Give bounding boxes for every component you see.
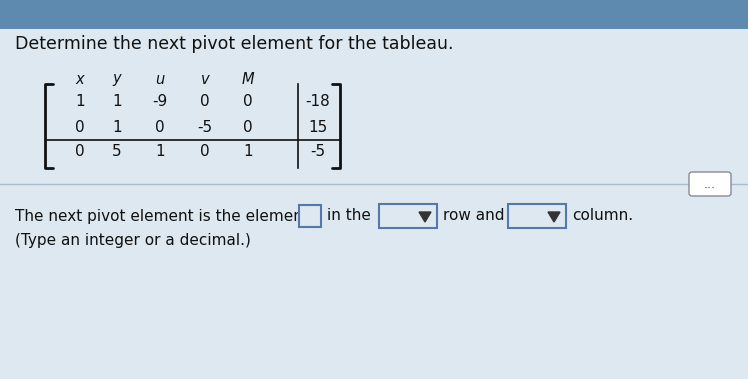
Text: 0: 0	[76, 144, 85, 160]
Text: 0: 0	[200, 144, 209, 160]
Bar	[379, 204, 437, 228]
Text: 1: 1	[155, 144, 165, 160]
Text: 0: 0	[243, 119, 253, 135]
Text: column.: column.	[572, 208, 633, 224]
Text: 0: 0	[200, 94, 209, 110]
Bar	[299, 205, 321, 227]
Text: 0: 0	[155, 119, 165, 135]
Bar	[0, 0, 748, 29]
Text: The next pivot element is the element: The next pivot element is the element	[15, 208, 309, 224]
Text: -5: -5	[310, 144, 325, 160]
FancyBboxPatch shape	[689, 172, 731, 196]
Text: ...: ...	[704, 177, 716, 191]
Bar	[508, 204, 566, 228]
Text: 1: 1	[112, 119, 122, 135]
Text: -9: -9	[153, 94, 168, 110]
Text: 15: 15	[308, 119, 328, 135]
Text: u: u	[156, 72, 165, 86]
Text: v: v	[200, 72, 209, 86]
Text: 1: 1	[243, 144, 253, 160]
Text: 0: 0	[243, 94, 253, 110]
Polygon shape	[419, 212, 431, 222]
Text: 1: 1	[112, 94, 122, 110]
Text: y: y	[113, 72, 121, 86]
Text: row and: row and	[443, 208, 504, 224]
Text: Determine the next pivot element for the tableau.: Determine the next pivot element for the…	[15, 35, 453, 53]
Text: 0: 0	[76, 119, 85, 135]
Text: x: x	[76, 72, 85, 86]
Text: -18: -18	[306, 94, 331, 110]
Text: 5: 5	[112, 144, 122, 160]
Text: -5: -5	[197, 119, 212, 135]
Text: in the: in the	[327, 208, 371, 224]
Polygon shape	[548, 212, 560, 222]
Text: M: M	[242, 72, 254, 86]
Text: 1: 1	[76, 94, 85, 110]
Text: (Type an integer or a decimal.): (Type an integer or a decimal.)	[15, 233, 251, 249]
